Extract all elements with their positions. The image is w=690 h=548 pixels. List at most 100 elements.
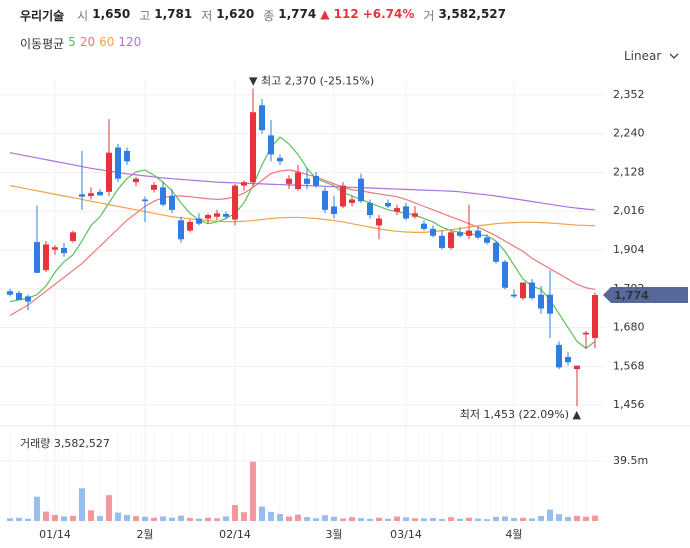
volume-bar [214,518,220,521]
volume-bar [385,518,391,521]
candle-body [232,185,238,220]
ma-line [9,185,596,233]
candle-body [475,230,481,238]
volume-bar [421,518,427,521]
candle-body [196,218,202,224]
volume-bar [241,512,247,521]
volume-label: 거 [423,9,435,23]
x-tick-label: 02/14 [219,528,251,541]
x-tick-label: 3월 [325,528,342,541]
volume-bar [106,495,112,521]
volume-bar [61,516,67,521]
candle-body [484,237,490,243]
legend-entry: 20 [79,35,96,49]
volume-bar [268,511,274,521]
candle-body [52,247,58,250]
volume-bar [538,515,544,521]
volume-bar [178,515,184,521]
candle-body [79,194,85,197]
candle-body [394,208,400,212]
candle-body [412,213,418,217]
header: 우리기술 시 1,650 고 1,781 저 1,620 종 1,774 ▲ 112 +6… [20,7,506,24]
low-label: 저 [201,9,213,23]
volume-bar [304,517,310,521]
volume-bar [376,517,382,521]
candle-body [241,182,247,186]
y-tick-label: 2,352 [613,88,645,101]
volume-bar [529,518,535,521]
volume-bar [439,519,445,521]
high: 1,781 [154,7,193,21]
volume-bar [358,518,364,521]
candle-body [43,244,49,271]
x-tick-label: 03/14 [390,528,422,541]
low: 1,620 [216,7,255,21]
volume-bar [196,518,202,521]
volume-bar [583,516,589,521]
volume-bar [259,506,265,521]
volume-bar [547,509,553,521]
candle-body [214,213,220,217]
volume-bar [448,517,454,521]
candle-body [124,150,130,162]
candle-body [313,175,319,186]
y-tick-label: 1,680 [613,321,645,334]
chevron[interactable] [669,52,679,60]
candle-body [151,184,157,190]
volume-bar [133,516,139,521]
candle-body [16,292,22,300]
volume-bar [313,518,319,521]
scale-label[interactable]: Linear [624,49,662,63]
volume-bar [475,518,481,521]
volume-bar [151,517,157,521]
scale-menu[interactable]: Linear [624,49,679,63]
candle-body [61,247,67,254]
volume-bar [277,514,283,521]
candle-body [538,294,544,309]
volume-bar [34,496,40,521]
y-tick-label: 2,016 [613,204,645,217]
volume-bar [250,461,256,521]
candle-body [115,147,121,179]
candle-body [277,157,283,162]
volume-bar [340,518,346,521]
candle-body [529,282,535,299]
candle-body [574,365,580,370]
candle-body [7,291,13,295]
candle-body [160,187,166,205]
volume-bar [556,514,562,521]
volume-bar [502,516,508,521]
candle-body [466,230,472,236]
y-tick-label: 1,904 [613,243,645,256]
volume-bar [349,517,355,521]
candle-body [583,332,589,335]
candle-body [403,206,409,219]
candle-body [205,215,211,219]
volume-bar [52,514,58,521]
volume-bar [430,517,436,521]
ma-line [9,169,596,316]
volume-bar [223,516,229,521]
x-tick-label: 4월 [505,528,522,541]
volume-bar [7,518,13,521]
candle-body [457,232,463,236]
candle-body [520,282,526,299]
candle-body [340,185,346,207]
volume: 3,582,527 [438,7,507,21]
candle-body [70,232,76,241]
candle-body [295,172,301,190]
x-tick-label: 01/14 [39,528,71,541]
legend-entry: 120 [118,35,142,49]
candle-body [493,242,499,262]
candle-body [556,344,562,368]
legend-entry: 60 [99,35,115,49]
y-tick-label: 2,128 [613,165,645,178]
open-label: 시 [77,9,89,23]
price-tag-label: 1,774 [614,289,649,302]
volume-bar [205,517,211,521]
volume-bar [412,518,418,521]
legend-entry: 5 [68,35,76,49]
volume-bar [124,514,130,521]
volume-bar [493,516,499,521]
